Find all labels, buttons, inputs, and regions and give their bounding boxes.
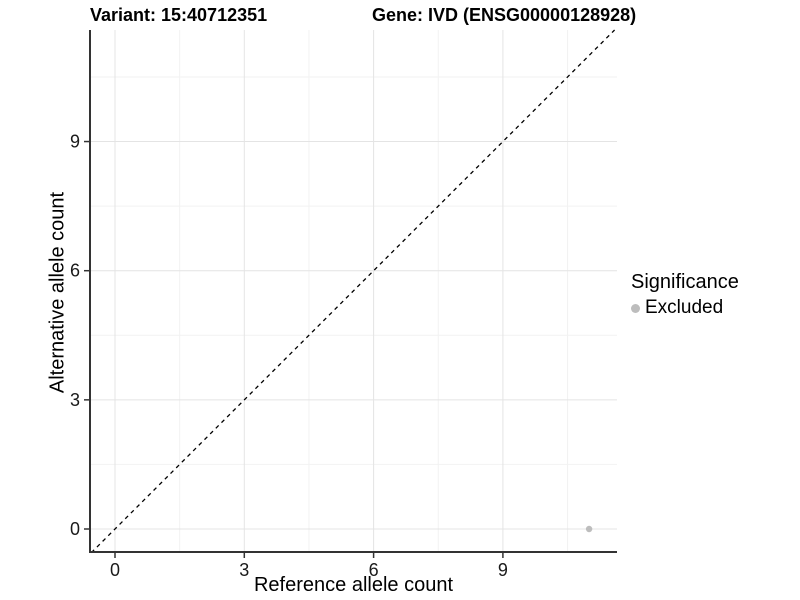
identity-dashed-line [90, 29, 616, 554]
x-tick-label: 0 [110, 560, 120, 580]
variant-title: Variant: 15:40712351 [90, 5, 268, 25]
legend-point-icon [631, 303, 640, 313]
y-tick-label: 0 [70, 519, 80, 539]
legend-entry-label: Excluded [645, 297, 724, 318]
data-point [585, 525, 593, 533]
x-tick-label: 9 [498, 560, 508, 580]
x-tick-label: 6 [369, 560, 379, 580]
x-tick-label: 3 [239, 560, 249, 580]
x-axis-title: Reference allele count [253, 574, 453, 596]
legend-title: Significance [631, 271, 739, 293]
gene-title: Gene: IVD (ENSG00000128928) [372, 5, 637, 25]
legend-entry: Excluded [631, 297, 739, 319]
y-tick-label: 9 [70, 132, 80, 152]
legend: Significance Excluded [631, 271, 739, 319]
y-tick-label: 3 [70, 390, 80, 410]
y-tick-label: 6 [70, 261, 80, 281]
y-axis-title: Alternative allele count [46, 191, 69, 394]
